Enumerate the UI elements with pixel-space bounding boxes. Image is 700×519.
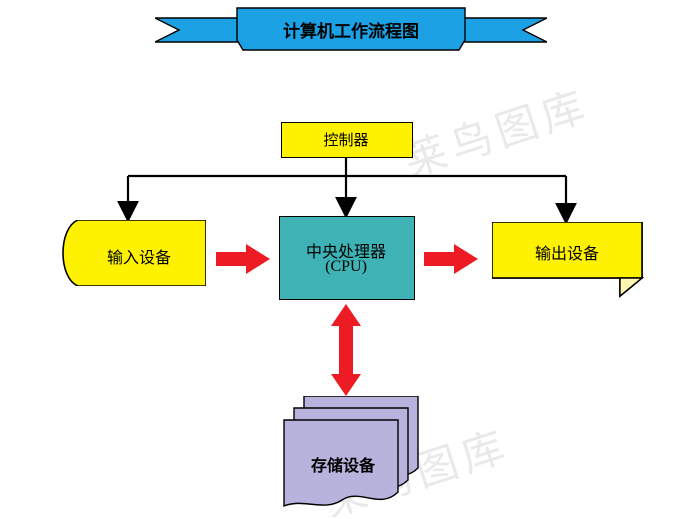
- node-cpu: [279, 216, 415, 300]
- arrow-input-to-cpu: [216, 244, 270, 274]
- node-storage: [280, 396, 440, 519]
- node-input: [56, 220, 206, 286]
- node-output: [492, 222, 644, 300]
- arrow-cpu-storage: [331, 304, 361, 396]
- arrow-cpu-to-output: [424, 244, 478, 274]
